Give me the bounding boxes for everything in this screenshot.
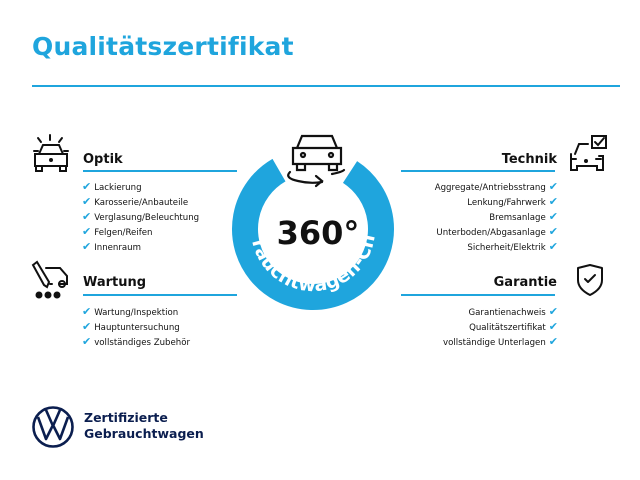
list-item: vollständige Unterlagen ✔ [443,335,558,348]
list-item: Lenkung/Fahrwerk ✔ [467,195,558,208]
list-item: Bremsanlage ✔ [489,210,558,223]
check-icon: ✔ [82,225,92,238]
check-icon: ✔ [548,335,558,348]
list-item: ✔ Lackierung [82,180,142,193]
section-heading-wartung: Wartung [83,275,147,290]
check-icon: ✔ [82,210,92,223]
garantie-list: Garantienachweis ✔ Qualitätszertifikat ✔ v… [443,304,558,349]
check-icon: ✔ [548,210,558,223]
degree-value: 360° [277,214,360,252]
list-item: ✔ Felgen/Reifen [82,225,153,238]
vw-logo [32,406,74,448]
check-icon: ✔ [82,320,92,333]
list-item: ✔ vollständiges Zubehör [82,335,191,348]
check-icon: ✔ [548,180,558,193]
ring-arc [232,158,394,310]
page-title: Qualitätszertifikat [32,32,294,61]
optik-divider [83,170,237,172]
garantie-divider [401,294,555,296]
check-icon: ✔ [548,320,558,333]
wartung-list: ✔ Wartung/Inspektion ✔ Hauptuntersuchung ✔… [82,304,190,349]
section-heading-garantie: Garantie [493,275,557,290]
check-icon: ✔ [82,195,92,208]
list-item: Aggregate/Antriebsstrang ✔ [434,180,558,193]
car-rotate-icon [287,134,346,188]
check-icon: ✔ [82,335,92,348]
check-icon: ✔ [548,305,558,318]
list-item: ✔ Karosserie/Anbauteile [82,195,189,208]
check-icon: ✔ [548,240,558,253]
technik-divider [401,170,555,172]
title-divider [32,85,620,87]
check-icon: ✔ [82,240,92,253]
list-item: Sicherheit/Elektrik ✔ [467,240,558,253]
maintenance-icon [31,260,68,299]
section-heading-optik: Optik [83,152,123,167]
section-heading-technik: Technik [501,152,557,167]
list-item: ✔ Wartung/Inspektion [82,305,179,318]
shield-check-icon [577,264,603,296]
list-item: ✔ Hauptuntersuchung [82,320,180,333]
list-item: Unterboden/Abgasanlage ✔ [436,225,558,238]
list-item: ✔ Innenraum [82,240,141,253]
car-lights-icon [33,134,69,172]
check-icon: ✔ [82,180,92,193]
car-checklist-icon [570,135,607,171]
optik-list: ✔ Lackierung ✔ Karosserie/Anbauteile ✔ Verg… [82,179,199,254]
list-item: Qualitätszertifikat ✔ [469,320,558,333]
list-item: Garantienachweis ✔ [468,305,559,318]
wartung-divider [83,294,237,296]
technik-list: Aggregate/Antriebsstrang ✔ Lenkung/Fahrwe… [435,179,558,254]
brand-name: Zertifizierte Gebrauchtwagen [84,410,204,441]
check-icon: ✔ [548,225,558,238]
list-item: ✔ Verglasung/Beleuchtung [82,210,200,223]
check-icon: ✔ [82,305,92,318]
check-icon: ✔ [548,195,558,208]
